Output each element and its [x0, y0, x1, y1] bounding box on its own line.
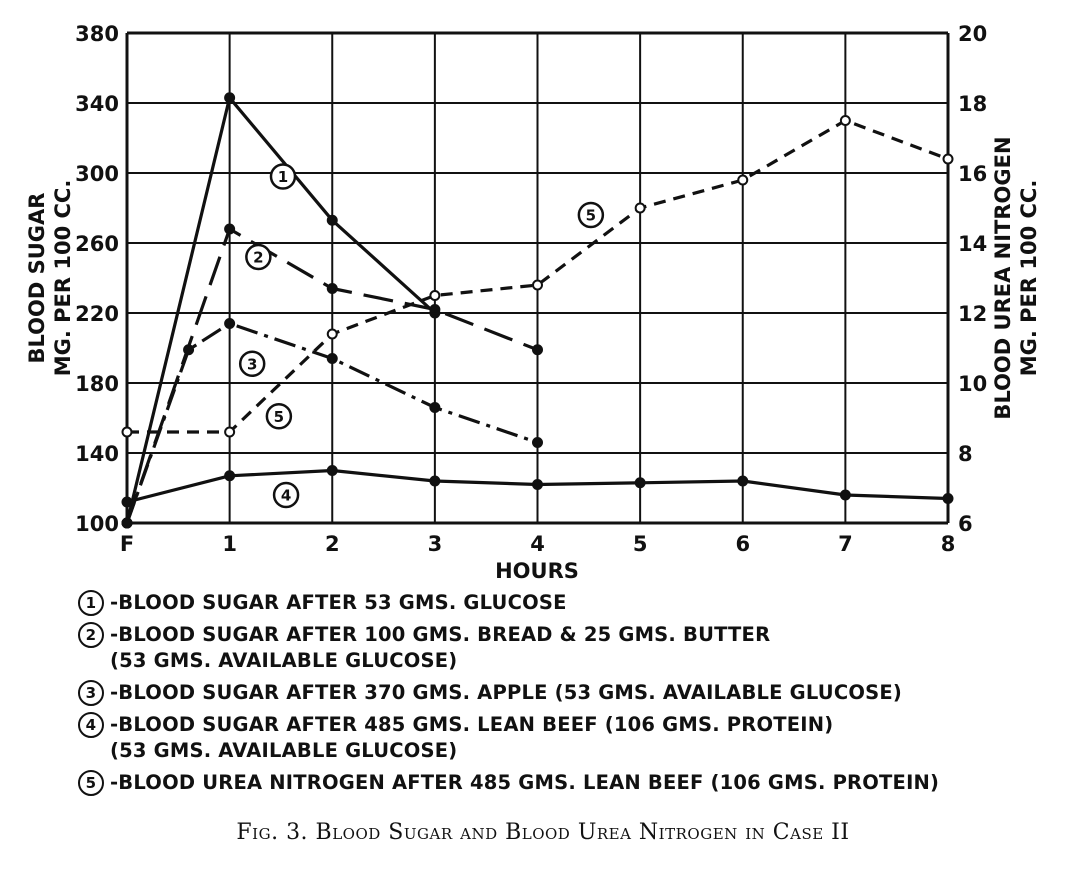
- data-point-4: [839, 489, 851, 501]
- data-point-1: [326, 214, 338, 226]
- series-line-5: [127, 118, 949, 434]
- y-tick-label-left: 260: [75, 232, 119, 256]
- data-point-2: [224, 223, 236, 235]
- y-tick-label-left: 220: [75, 302, 119, 326]
- data-point-3: [224, 318, 236, 329]
- y-tick-label-left: 300: [75, 162, 119, 186]
- y-tick-label-right: 6: [958, 512, 973, 536]
- x-tick-label: 6: [735, 532, 750, 556]
- y-tick-label-left: 140: [75, 442, 119, 466]
- data-point-2: [429, 304, 441, 315]
- series-line-3: [125, 321, 539, 524]
- callout-label-5: 5: [586, 207, 596, 225]
- data-point-2: [532, 344, 543, 356]
- legend: 1 -BLOOD SUGAR AFTER 53 GMS. GLUCOSE 2 -…: [78, 590, 1068, 802]
- y-tick-label-right: 12: [958, 302, 987, 326]
- legend-number: 2: [78, 622, 104, 648]
- data-point-4: [326, 465, 338, 476]
- data-point-5: [121, 426, 133, 438]
- data-point-4: [121, 496, 133, 508]
- data-point-4: [942, 493, 954, 504]
- legend-text: -BLOOD SUGAR AFTER 485 GMS. LEAN BEEF (1…: [110, 713, 834, 762]
- legend-item-4: 4 -BLOOD SUGAR AFTER 485 GMS. LEAN BEEF …: [78, 712, 1068, 764]
- x-tick-label: 7: [838, 532, 853, 556]
- grid: [125, 31, 950, 525]
- data-point-5: [224, 426, 236, 438]
- data-point-4: [224, 470, 236, 482]
- data-point-4: [429, 475, 441, 487]
- data-point-4: [634, 477, 646, 489]
- data-point-2: [326, 283, 338, 294]
- x-tick-label: F: [120, 532, 134, 556]
- figure-caption: Fig. 3. Blood Sugar and Blood Urea Nitro…: [236, 820, 850, 845]
- data-point-4: [532, 479, 543, 490]
- y-tick-label-right: 20: [958, 22, 987, 46]
- y-tick-label-right: 10: [958, 372, 987, 396]
- y-tick-label-right: 16: [958, 162, 987, 186]
- x-tick-label: 5: [633, 532, 648, 556]
- data-point-4: [737, 475, 749, 487]
- x-tick-label: 2: [325, 532, 340, 556]
- legend-item-3: 3 -BLOOD SUGAR AFTER 370 GMS. APPLE (53 …: [78, 680, 1068, 706]
- callout-circle-5: [577, 201, 605, 229]
- legend-item-2: 2 -BLOOD SUGAR AFTER 100 GMS. BREAD & 25…: [78, 622, 1068, 674]
- callout-label-3: 3: [247, 355, 257, 373]
- series-group: [121, 92, 954, 529]
- y-axis-label-right-line1: BLOOD UREA NITROGEN: [991, 136, 1015, 419]
- data-point-1: [224, 92, 236, 104]
- data-point-5: [839, 115, 851, 126]
- callout-circle-2: [245, 243, 272, 271]
- tick-labels: F 1 2 3 4 5 6 7 81001401802202603003403806810121…: [75, 22, 987, 556]
- callout-label-2: 2: [253, 249, 263, 267]
- y-tick-label-right: 18: [958, 92, 987, 116]
- legend-number: 1: [78, 590, 104, 616]
- data-point-3: [183, 344, 195, 356]
- legend-text: -BLOOD SUGAR AFTER 100 GMS. BREAD & 25 G…: [110, 623, 771, 672]
- series-line-1: [125, 96, 436, 524]
- y-tick-label-right: 8: [958, 442, 973, 466]
- legend-number: 4: [78, 712, 104, 738]
- data-point-5: [326, 328, 338, 340]
- callout-circle-4: [272, 481, 300, 509]
- callout-circle-3: [238, 350, 266, 377]
- callout-circle-1: [269, 163, 297, 190]
- data-point-5: [429, 290, 441, 301]
- data-point-5: [942, 153, 954, 165]
- x-tick-label: 4: [530, 532, 545, 556]
- y-axis-label-right-line2: MG. PER 100 CC.: [1017, 180, 1041, 377]
- y-tick-label-left: 100: [75, 512, 119, 536]
- data-point-3: [121, 517, 133, 529]
- data-point-5: [634, 202, 646, 214]
- data-point-3: [429, 402, 441, 413]
- y-tick-label-right: 14: [958, 232, 987, 256]
- legend-number: 5: [78, 770, 104, 796]
- data-point-5: [737, 174, 749, 186]
- y-axis-label-left-line2: MG. PER 100 CC.: [51, 180, 75, 377]
- callout-label-4: 4: [281, 487, 291, 505]
- data-point-3: [326, 353, 338, 364]
- legend-item-1: 1 -BLOOD SUGAR AFTER 53 GMS. GLUCOSE: [78, 590, 1068, 616]
- legend-number: 3: [78, 680, 104, 706]
- legend-text: -BLOOD SUGAR AFTER 370 GMS. APPLE (53 GM…: [110, 681, 903, 704]
- x-tick-label: 1: [222, 532, 237, 556]
- y-axis-label-left-line1: BLOOD SUGAR: [25, 193, 49, 364]
- data-point-5: [532, 279, 543, 291]
- callouts: 1 2 3 4 5 5: [238, 163, 605, 509]
- legend-text: -BLOOD UREA NITROGEN AFTER 485 GMS. LEAN…: [110, 771, 940, 794]
- y-tick-label-left: 180: [75, 372, 119, 396]
- chart: F 1 2 3 4 5 6 7 81001401802202603003403806810121…: [25, 22, 1041, 583]
- callout-label-5: 5: [274, 408, 284, 426]
- callout-circle-5: [265, 403, 293, 430]
- legend-text: -BLOOD SUGAR AFTER 53 GMS. GLUCOSE: [110, 591, 567, 614]
- y-tick-label-left: 340: [75, 92, 119, 116]
- x-tick-label: 8: [941, 532, 956, 556]
- y-tick-label-left: 380: [75, 22, 119, 46]
- callout-label-1: 1: [278, 168, 288, 186]
- legend-item-5: 5 -BLOOD UREA NITROGEN AFTER 485 GMS. LE…: [78, 770, 1068, 796]
- x-axis-label: HOURS: [495, 559, 579, 583]
- data-point-3: [532, 437, 543, 448]
- x-tick-label: 3: [428, 532, 443, 556]
